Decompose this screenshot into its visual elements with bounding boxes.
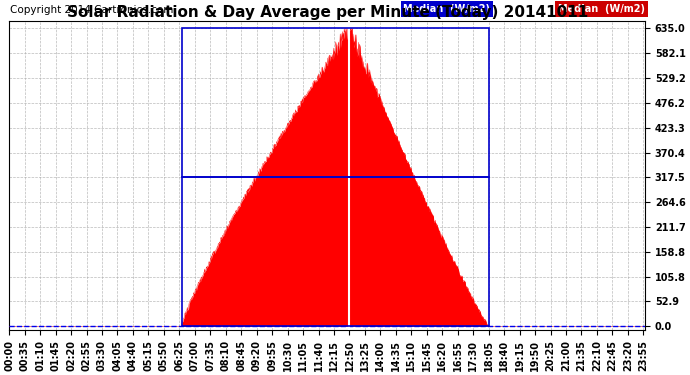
Text: Median  (W/m2): Median (W/m2) xyxy=(558,4,645,13)
Bar xyxy=(181,28,489,177)
Text: Median  (W/m2): Median (W/m2) xyxy=(404,4,491,13)
Text: Copyright 2014 Cartronics.com: Copyright 2014 Cartronics.com xyxy=(10,5,174,15)
Bar xyxy=(181,177,489,326)
Title: Solar Radiation & Day Average per Minute (Today) 20141011: Solar Radiation & Day Average per Minute… xyxy=(66,5,588,20)
